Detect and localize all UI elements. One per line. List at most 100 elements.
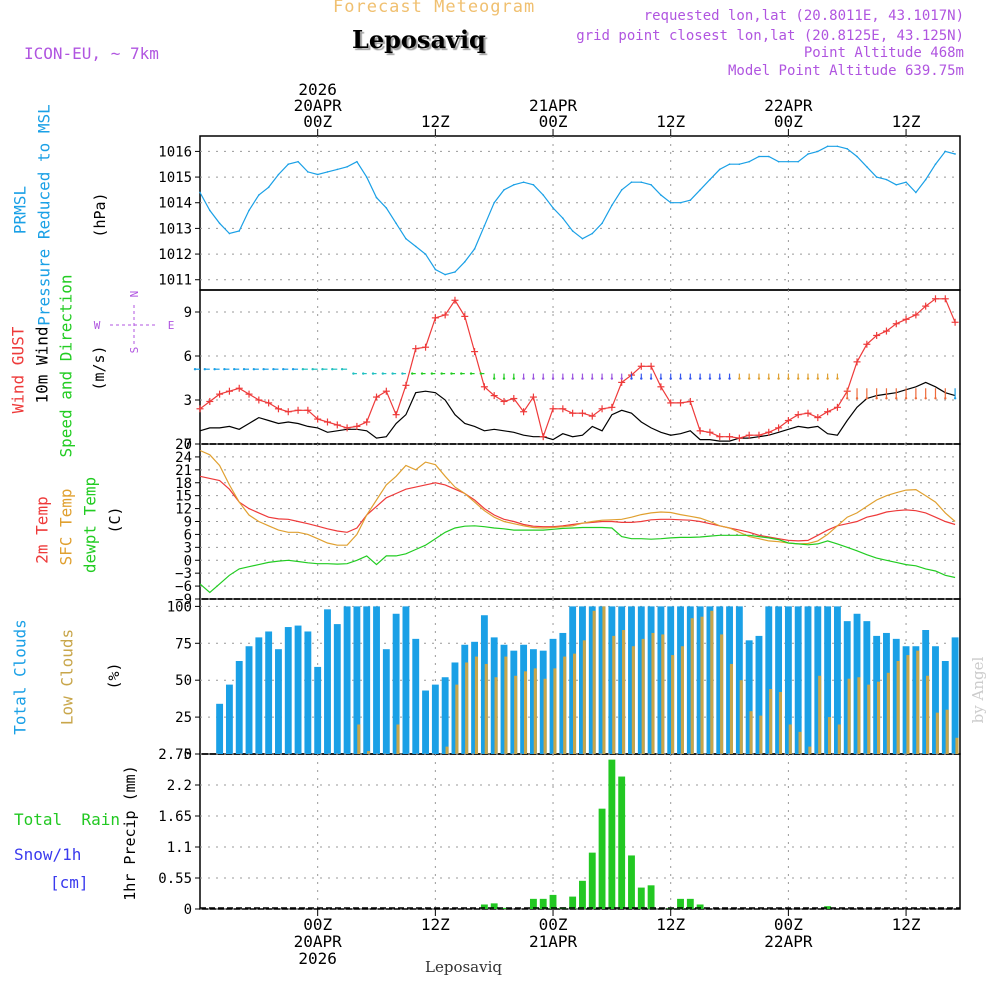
time-label-bottom: 12Z — [656, 915, 685, 934]
wind-direction-arrow-head — [262, 368, 265, 371]
rain-bar — [588, 852, 596, 909]
wind-direction-arrow-head — [502, 377, 506, 380]
time-label-top: 12Z — [656, 112, 685, 131]
wind-direction-arrow-head — [542, 377, 545, 380]
y-tick-label: 21 — [175, 463, 192, 479]
low-cloud-bar — [514, 675, 518, 754]
total-cloud-bar — [951, 637, 959, 754]
compass-s: S — [128, 347, 141, 354]
total-cloud-bar — [765, 606, 773, 754]
low-cloud-bar — [867, 684, 871, 754]
pressure-point — [297, 160, 299, 163]
total-cloud-bar — [216, 703, 224, 754]
pressure-point — [836, 145, 839, 148]
pressure-point — [718, 168, 721, 171]
low-cloud-bar — [445, 746, 449, 754]
pressure-point — [522, 181, 525, 183]
wind-direction-arrow-head — [855, 397, 859, 400]
low-cloud-bar — [955, 737, 959, 754]
pressure-point — [316, 173, 319, 176]
wind-direction-arrow-head — [816, 377, 820, 380]
y-tick-label: 2.2 — [167, 778, 192, 794]
low-cloud-bar — [710, 610, 714, 754]
pressure-point — [581, 237, 584, 240]
time-label-bottom: 00Z — [774, 915, 803, 934]
low-cloud-bar — [622, 630, 626, 754]
pressure-point — [689, 199, 692, 201]
total-cloud-bar — [863, 621, 871, 754]
wind-direction-arrow-head — [479, 372, 483, 375]
low-cloud-bar — [474, 656, 479, 754]
pressure-point — [444, 273, 446, 276]
total-cloud-bar — [775, 606, 783, 754]
wind-direction-arrow-head — [469, 372, 473, 375]
low-cloud-bar — [553, 668, 557, 754]
wind-direction-arrow-head — [865, 397, 869, 400]
pressure-point — [562, 217, 564, 219]
total-cloud-bar — [529, 649, 537, 754]
total-cloud-bar — [255, 637, 263, 754]
low-cloud-bar — [671, 655, 675, 754]
wind-direction-arrow-head — [551, 377, 555, 380]
time-label-top: 20APR — [294, 96, 343, 115]
total-cloud-bar — [588, 606, 596, 754]
pressure-point — [473, 248, 476, 250]
wind-direction-arrow-head — [767, 377, 770, 380]
rain-bar — [539, 898, 547, 909]
wind-direction-arrow-head — [522, 377, 525, 380]
total-cloud-bar — [608, 606, 616, 754]
low-cloud-bar — [533, 668, 537, 754]
total-cloud-bar — [490, 637, 498, 754]
pressure-point — [542, 194, 545, 196]
pressure-point — [503, 189, 505, 191]
y-tick-label: 9 — [184, 305, 192, 321]
wind-direction-arrow-head — [460, 372, 463, 375]
wind-direction-arrow-head — [411, 372, 414, 375]
total-cloud-bar — [677, 606, 684, 754]
total-cloud-bar — [716, 606, 724, 754]
time-label-bottom: 12Z — [421, 915, 450, 934]
rain-bar — [647, 885, 655, 909]
low-cloud-bar — [523, 671, 528, 754]
low-cloud-bar — [906, 655, 910, 754]
wind-direction-arrow-head — [532, 377, 535, 380]
rain-bar — [686, 898, 694, 909]
temp-dewpt-line — [199, 525, 956, 594]
total-cloud-bar — [500, 644, 508, 754]
time-label-bottom: 00Z — [539, 915, 568, 934]
total-cloud-bar — [804, 606, 812, 754]
rain-bar — [549, 894, 557, 909]
wind-direction-arrow-head — [581, 377, 584, 380]
low-cloud-bar — [876, 681, 881, 754]
low-cloud-bar — [582, 640, 586, 754]
wind-direction-arrow-head — [885, 397, 888, 400]
rain-bar — [529, 898, 537, 909]
pressure-point — [915, 191, 917, 194]
wind-direction-arrow-head — [193, 368, 197, 371]
pressure-point — [709, 178, 711, 181]
total-cloud-bar — [726, 606, 733, 754]
y-tick-label: −6 — [175, 579, 192, 595]
wind-direction-arrow-head — [391, 372, 394, 375]
time-label-bottom: 12Z — [892, 915, 921, 934]
low-cloud-bar — [827, 717, 832, 754]
y-tick-label: −9 — [175, 592, 192, 608]
rain-bar — [618, 776, 626, 909]
y-tick-label: 1011 — [158, 273, 192, 289]
wind-direction-arrow-head — [362, 372, 365, 375]
time-label-top: 00Z — [303, 112, 332, 131]
wind-direction-arrow-head — [340, 368, 344, 371]
pressure-point — [797, 160, 799, 163]
pressure-point — [611, 204, 613, 207]
y-tick-label: 3 — [184, 540, 192, 556]
time-label-top: 12Z — [892, 112, 921, 131]
pressure-point — [356, 160, 358, 163]
wind-direction-arrow-head — [630, 377, 633, 380]
total-cloud-bar — [324, 609, 331, 754]
y-tick-label: 25 — [175, 710, 192, 726]
pressure-point — [650, 183, 652, 186]
point-altitude: Point Altitude 468m — [803, 45, 964, 61]
y-tick-label: 0 — [184, 553, 192, 569]
